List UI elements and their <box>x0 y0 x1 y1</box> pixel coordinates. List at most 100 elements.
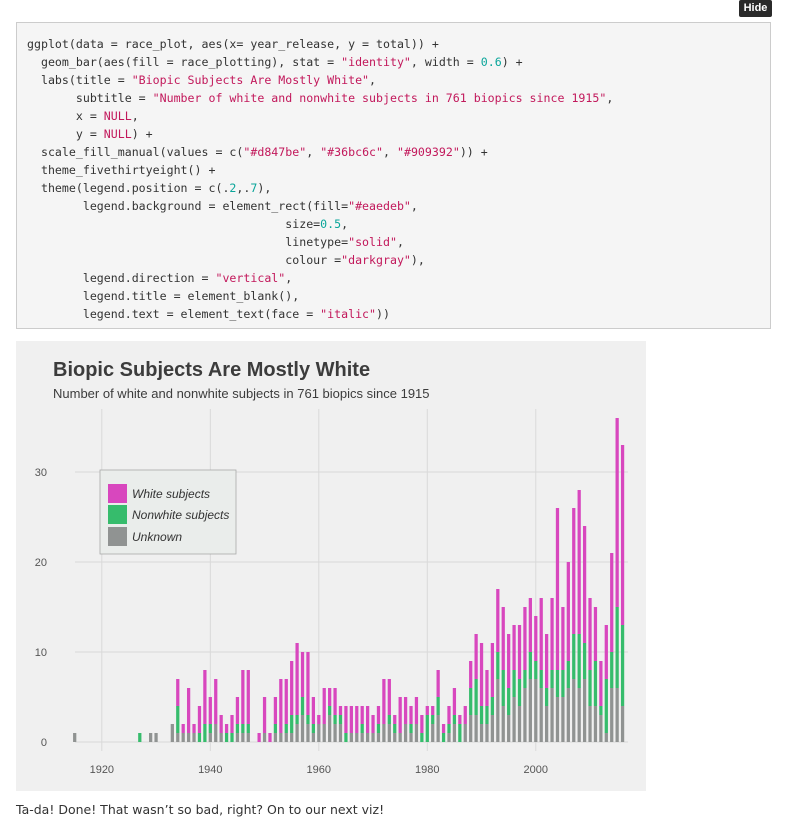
code-token: )) <box>376 307 390 321</box>
bar-unknown <box>322 724 326 742</box>
bar-nonwhite-subjects <box>360 724 364 733</box>
bar-unknown <box>349 733 353 742</box>
bar-nonwhite-subjects <box>300 697 305 715</box>
bar-white-subjects <box>344 706 348 733</box>
bar-unknown <box>414 724 419 742</box>
bar-nonwhite-subjects <box>241 724 245 733</box>
bar-white-subjects <box>219 715 223 733</box>
code-token: 7 <box>250 181 258 195</box>
bar-nonwhite-subjects <box>393 724 397 733</box>
bar-white-subjects <box>501 607 505 670</box>
bar-nonwhite-subjects <box>507 688 511 715</box>
bar-white-subjects <box>452 688 457 715</box>
x-tick-label: 1940 <box>198 764 222 776</box>
bar-unknown <box>469 715 473 742</box>
bar-unknown <box>376 733 381 742</box>
bar-nonwhite-subjects <box>582 643 587 679</box>
bar-white-subjects <box>409 706 413 724</box>
bar-nonwhite-subjects <box>138 733 142 742</box>
bar-unknown <box>474 715 478 742</box>
bar-nonwhite-subjects <box>572 634 576 679</box>
bar-white-subjects <box>230 715 234 733</box>
bar-unknown <box>561 697 565 742</box>
bar-nonwhite-subjects <box>523 670 527 688</box>
bar-white-subjects <box>582 526 587 643</box>
code-token: scale_fill_manual(values = c( <box>27 145 244 159</box>
bar-white-subjects <box>355 706 359 733</box>
bar-unknown <box>306 724 310 742</box>
y-tick-label: 10 <box>35 647 47 659</box>
bar-white-subjects <box>599 661 603 706</box>
bar-white-subjects <box>403 697 408 724</box>
bar-nonwhite-subjects <box>550 670 554 688</box>
bar-white-subjects <box>474 634 478 679</box>
bar-nonwhite-subjects <box>490 697 495 715</box>
bar-nonwhite-subjects <box>230 733 234 742</box>
bar-white-subjects <box>458 715 462 724</box>
bar-white-subjects <box>203 670 207 724</box>
bar-unknown <box>409 733 413 742</box>
bar-white-subjects <box>246 670 250 724</box>
code-token: "Number of white and nonwhite subjects i… <box>152 91 607 105</box>
bar-white-subjects <box>192 724 196 733</box>
code-token: theme(legend.position = c(. <box>27 181 230 195</box>
bar-nonwhite-subjects <box>376 724 381 733</box>
bar-white-subjects <box>393 715 397 724</box>
bar-unknown <box>246 733 250 742</box>
bar-nonwhite-subjects <box>452 715 457 724</box>
legend-swatch-unknown <box>108 527 127 546</box>
code-line: x = NULL, <box>27 109 139 123</box>
bar-unknown <box>550 688 554 742</box>
bar-unknown <box>577 688 581 742</box>
y-tick-label: 30 <box>35 467 47 479</box>
bar-unknown <box>463 724 467 742</box>
bar-unknown <box>555 697 560 742</box>
hide-code-button[interactable]: Hide <box>739 0 772 17</box>
bar-nonwhite-subjects <box>620 625 625 706</box>
bar-nonwhite-subjects <box>306 715 310 724</box>
code-line: legend.direction = "vertical", <box>27 271 292 285</box>
bar-white-subjects <box>414 697 419 724</box>
bar-nonwhite-subjects <box>328 706 332 715</box>
bar-white-subjects <box>447 706 451 724</box>
code-token: ), <box>410 253 425 267</box>
code-token: , <box>341 217 349 231</box>
bar-unknown <box>181 733 185 742</box>
code-token: ), <box>257 181 272 195</box>
code-line: subtitle = "Number of white and nonwhite… <box>27 91 613 105</box>
code-token: , width = <box>410 55 481 69</box>
bar-unknown <box>170 724 174 742</box>
code-token: , <box>131 109 139 123</box>
bar-white-subjects <box>300 652 305 697</box>
bar-nonwhite-subjects <box>479 706 484 724</box>
code-token: "vertical" <box>215 271 286 285</box>
bar-unknown <box>582 679 587 742</box>
bar-nonwhite-subjects <box>420 733 424 742</box>
code-token: "#909392" <box>396 145 460 159</box>
code-token: theme_fivethirtyeight() + <box>27 163 216 177</box>
bar-white-subjects <box>273 697 278 724</box>
bar-unknown <box>149 733 153 742</box>
bar-nonwhite-subjects <box>501 670 505 706</box>
code-token: )) + <box>459 145 488 159</box>
bar-nonwhite-subjects <box>284 724 288 733</box>
bar-unknown <box>214 724 218 742</box>
code-token: ) + <box>131 127 153 141</box>
caption-text: Ta-da! Done! That wasn’t so bad, right? … <box>16 802 385 817</box>
bar-white-subjects <box>387 679 391 715</box>
bar-unknown <box>300 715 305 742</box>
bar-white-subjects <box>241 670 245 724</box>
code-line: geom_bar(aes(fill = race_plotting), stat… <box>27 55 523 69</box>
bar-nonwhite-subjects <box>197 733 202 742</box>
code-token: "italic" <box>320 307 377 321</box>
code-token: legend.text = element_text(face = <box>27 307 321 321</box>
legend-label-white: White subjects <box>132 487 210 501</box>
code-line: theme(legend.position = c(.2,.7), <box>27 181 271 195</box>
bar-white-subjects <box>496 589 500 652</box>
bar-unknown <box>485 724 489 742</box>
y-tick-label: 20 <box>35 557 47 569</box>
code-token: legend.direction = <box>27 271 216 285</box>
bar-white-subjects <box>490 643 495 697</box>
bar-unknown <box>382 724 386 742</box>
bar-white-subjects <box>322 688 326 724</box>
